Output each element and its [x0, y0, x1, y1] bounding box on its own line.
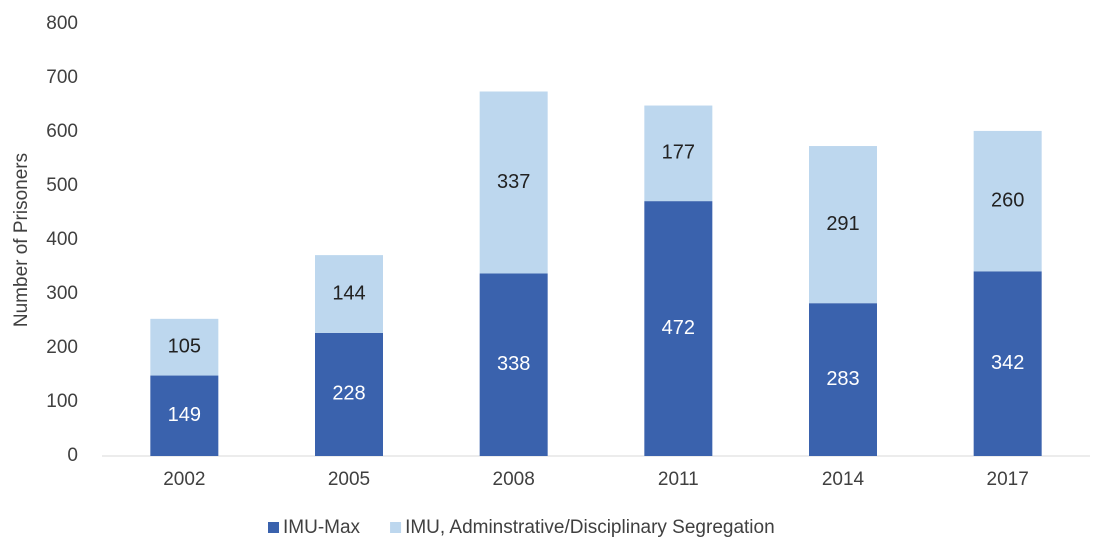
- bar-segment: [644, 201, 713, 456]
- bar-segment: [644, 105, 713, 202]
- y-tick-label: 500: [46, 175, 78, 196]
- legend-swatch: [268, 522, 279, 533]
- bar-segment: [479, 91, 548, 274]
- legend-swatch: [390, 522, 402, 533]
- x-tick-label: 2002: [163, 469, 205, 490]
- legend-label: IMU-Max: [283, 517, 361, 538]
- y-tick-label: 600: [46, 121, 78, 142]
- bar-segment: [809, 146, 877, 304]
- data-label: 149: [168, 404, 201, 426]
- data-label: 472: [662, 317, 695, 339]
- bar-segment: [150, 375, 219, 456]
- data-label: 105: [168, 335, 201, 357]
- bar-segment: [973, 130, 1042, 272]
- data-label: 283: [826, 368, 859, 390]
- y-tick-label: 800: [46, 13, 78, 34]
- y-tick-label: 0: [67, 445, 78, 466]
- y-tick-label: 300: [46, 283, 78, 304]
- bar-segment: [315, 255, 383, 333]
- bar-segment: [479, 273, 548, 456]
- bar-segment: [150, 318, 219, 376]
- legend-label: IMU, Adminstrative/Disciplinary Segregat…: [405, 517, 775, 538]
- y-tick-label: 200: [46, 337, 78, 358]
- data-label: 177: [662, 142, 695, 164]
- x-tick-label: 2014: [822, 469, 865, 490]
- data-label: 260: [991, 189, 1024, 211]
- x-tick-label: 2017: [987, 469, 1029, 490]
- data-label: 342: [991, 352, 1024, 374]
- bar-segment: [809, 303, 877, 456]
- data-label: 291: [826, 213, 859, 235]
- data-label: 338: [497, 353, 530, 375]
- x-tick-label: 2008: [493, 469, 535, 490]
- data-label: 228: [332, 383, 365, 405]
- x-tick-label: 2011: [658, 469, 699, 490]
- data-label: 337: [497, 171, 530, 193]
- data-label: 144: [332, 282, 365, 304]
- bar-segment: [973, 271, 1042, 456]
- y-tick-label: 100: [46, 391, 78, 412]
- y-tick-label: 400: [46, 229, 78, 250]
- bar-segment: [315, 332, 383, 456]
- y-tick-label: 700: [46, 67, 78, 88]
- y-axis-label: Number of Prisoners: [11, 153, 32, 327]
- x-tick-label: 2005: [328, 469, 370, 490]
